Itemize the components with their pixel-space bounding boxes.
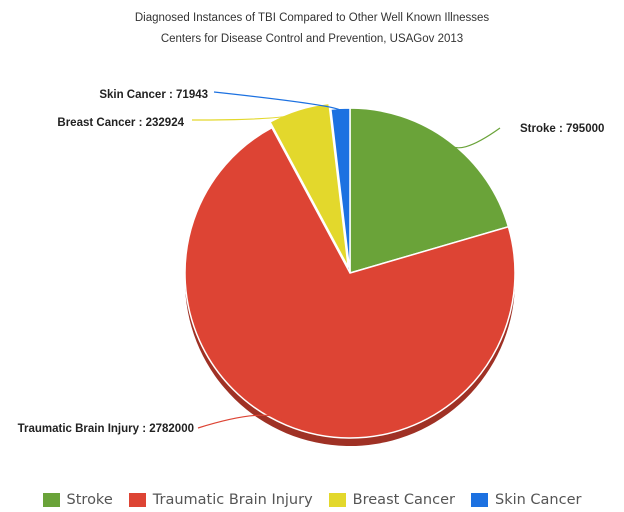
legend-item-skin-cancer[interactable]: Skin Cancer [470, 492, 582, 508]
pie-chart: Stroke : 795000 Traumatic Brain Injury : … [18, 89, 604, 446]
legend-item-breast-cancer[interactable]: Breast Cancer [328, 492, 455, 508]
chart-title: Diagnosed Instances of TBI Compared to O… [134, 12, 490, 24]
legend-label-stroke: Stroke [66, 492, 113, 508]
callout-line-3 [213, 91, 341, 111]
legend-swatch-breast-cancer [328, 493, 346, 507]
data-label-traumatic-brain-injury: Traumatic Brain Injury : 2782000 [18, 423, 194, 435]
legend-swatch-traumatic-brain-injury [128, 493, 146, 507]
legend: Stroke Traumatic Brain Injury Breast Can… [0, 489, 624, 511]
callout-line-2 [191, 111, 300, 121]
legend-swatch-skin-cancer [470, 493, 488, 507]
data-label-skin-cancer: Skin Cancer : 71943 [99, 89, 208, 101]
legend-item-stroke[interactable]: Stroke [42, 492, 113, 508]
callout-line-0 [447, 127, 501, 149]
legend-label-skin-cancer: Skin Cancer [494, 492, 582, 508]
chart-subtitle: Centers for Disease Control and Preventi… [160, 33, 464, 45]
legend-label-breast-cancer: Breast Cancer [352, 492, 455, 508]
legend-swatch-stroke [42, 493, 60, 507]
data-label-breast-cancer: Breast Cancer : 232924 [57, 117, 184, 129]
pie-slice-traumatic-brain-injury[interactable] [184, 126, 516, 439]
pie-slice-breast-cancer[interactable] [269, 102, 349, 268]
legend-label-traumatic-brain-injury: Traumatic Brain Injury [152, 492, 313, 508]
pie-slice-skin-cancer[interactable] [329, 107, 351, 274]
data-label-stroke: Stroke : 795000 [520, 123, 604, 135]
legend-item-traumatic-brain-injury[interactable]: Traumatic Brain Injury [128, 492, 313, 508]
callout-line-1 [197, 414, 288, 429]
pie-slice-stroke[interactable] [349, 107, 510, 275]
